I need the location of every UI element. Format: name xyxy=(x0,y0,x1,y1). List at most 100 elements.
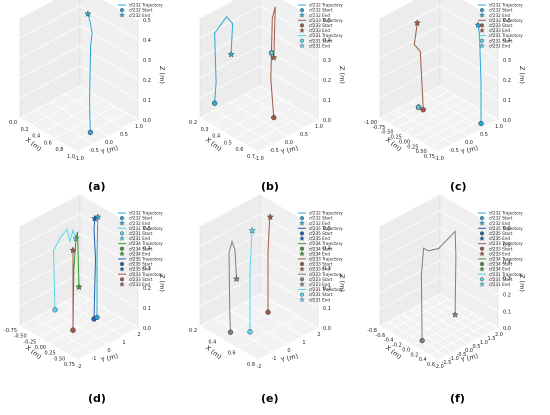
start-marker-cf232 xyxy=(87,129,94,136)
z-axis-label: Z (m) xyxy=(158,274,166,292)
x-tick-label: 0.8 xyxy=(247,362,255,368)
end-marker-cf232 xyxy=(227,50,235,58)
start-marker-cf233 xyxy=(265,309,271,315)
x-tick-label: -0.4 xyxy=(384,338,394,344)
legend-entry: cf232 Trajectory xyxy=(489,3,523,8)
trajectory-cf233 xyxy=(413,22,424,110)
legend-entry: cf233 Start xyxy=(309,262,333,267)
legend-end-swatch xyxy=(479,235,485,241)
end-marker-cf233 xyxy=(69,246,77,254)
legend-entry: cf231 Trajectory xyxy=(489,272,523,277)
y-tick-label: 2 xyxy=(137,332,140,338)
legend-entry: cf231 End xyxy=(309,297,330,302)
legend-start-swatch xyxy=(300,277,305,282)
trajectory-cf233 xyxy=(270,6,276,118)
chart-panel-5: 0.0 0.1 0.2 0.3 0.4 0.5 -2 -1 0 1 2 0.2 0.4 0.6 0.8 X (… xyxy=(189,193,346,370)
x-gridline xyxy=(257,119,319,153)
end-marker-cf232 xyxy=(84,10,92,17)
start-marker-cf233 xyxy=(70,327,76,333)
x-gridline xyxy=(31,92,92,126)
x-gridline xyxy=(58,316,119,350)
x-gridline xyxy=(68,321,129,355)
x-gridline xyxy=(77,119,139,153)
legend-entry: cf223 Trajectory xyxy=(309,272,343,277)
x-gridline xyxy=(379,85,441,119)
z-tick-label: 0.4 xyxy=(503,38,511,44)
legend-end-swatch xyxy=(299,296,305,302)
y-gridline xyxy=(199,325,259,361)
legend-start-swatch xyxy=(480,277,485,282)
x-gridline xyxy=(39,304,100,338)
panel-label-c: (c) xyxy=(450,180,467,193)
x-gridline xyxy=(199,85,261,119)
legend-end-swatch xyxy=(479,251,485,257)
x-tick-label: 0.50 xyxy=(54,356,65,362)
x-tick-label: -0.25 xyxy=(23,339,36,345)
x-gridline xyxy=(54,106,115,139)
x-tick-label: 0.2 xyxy=(21,127,29,133)
legend-start-swatch xyxy=(480,246,485,251)
x-tick-label: 0.7 xyxy=(247,154,255,160)
z-gridline xyxy=(379,260,499,296)
legend-entry: cf232 Start xyxy=(489,216,513,221)
start-marker-cf231 xyxy=(247,329,253,335)
z-axis-label: Z (m) xyxy=(518,274,526,292)
y-tick-label: -0.5 xyxy=(269,148,279,154)
chart-panel-2: 0.00.10.20.30.40.5-1.0-0.50.00.51.00.20.… xyxy=(189,0,346,162)
trajectory-cf223 xyxy=(420,230,457,341)
y-tick-label: -0.5 xyxy=(449,148,459,154)
chart-panel-6: 0.00.10.20.30.40.50.6-2.0-1.5-1.0-0.50.0… xyxy=(367,193,526,370)
end-marker-cf233 xyxy=(266,213,274,221)
legend-entry: cf235 End xyxy=(489,236,510,241)
x-tick-label: -0.25 xyxy=(389,135,402,141)
x-tick-label: 0.3 xyxy=(201,127,209,133)
legend-entry: cf231 Start xyxy=(489,277,513,282)
legend-end-swatch xyxy=(479,12,485,18)
y-gridline xyxy=(387,321,446,357)
z-tick-label: 0.0 xyxy=(503,326,511,332)
z-axis-label: Z (m) xyxy=(338,66,346,84)
legend-entry: cf232 Start xyxy=(309,8,333,13)
legend-end-swatch xyxy=(479,220,485,226)
legend-start-swatch xyxy=(119,216,124,221)
legend-entry: cf223 End xyxy=(309,282,330,287)
trajectory-cf232 xyxy=(214,16,234,104)
y-gridline xyxy=(214,109,274,145)
x-axis-label: X (m) xyxy=(204,344,223,361)
trajectory-cf223 xyxy=(228,239,237,333)
y-tick-label: -2 xyxy=(77,364,82,370)
y-gridline xyxy=(379,117,439,153)
x-tick-label: -0.50 xyxy=(14,334,27,340)
start-marker-cf223 xyxy=(227,329,234,335)
legend-entry: cf232 Trajectory xyxy=(309,211,343,216)
legend-start-swatch xyxy=(480,231,485,236)
x-tick-label: 0.0 xyxy=(402,347,410,353)
z-gridline xyxy=(19,253,139,289)
legend-entry: cf235 Trajectory xyxy=(309,226,343,231)
x-tick-label: -0.6 xyxy=(376,333,386,339)
z-tick-label: 0.5 xyxy=(143,18,151,24)
legend-start-swatch xyxy=(119,277,124,282)
legend-entry: cf233 Trajectory xyxy=(489,241,523,246)
legend-entry: cf234 Start xyxy=(129,246,153,251)
legend-start-swatch xyxy=(300,216,305,221)
z-tick-label: 0.2 xyxy=(323,286,331,292)
z-tick-label: 0.0 xyxy=(503,118,511,124)
legend-end-swatch xyxy=(299,220,305,226)
legend-start-swatch xyxy=(300,292,305,297)
x-tick-label: 0.4 xyxy=(212,134,220,140)
legend-end-swatch xyxy=(119,251,125,257)
x-tick-label: 0.25 xyxy=(407,144,418,150)
legend-end-swatch xyxy=(299,235,305,241)
legend-start-swatch xyxy=(119,262,124,267)
legend-end-swatch xyxy=(479,43,485,49)
x-gridline xyxy=(429,114,490,148)
panel-label-e: (e) xyxy=(261,392,279,405)
y-gridline xyxy=(417,305,476,341)
y-gridline xyxy=(424,301,484,337)
legend-entry: cf231 Trajectory xyxy=(309,33,343,38)
legend-start-swatch xyxy=(300,262,305,267)
legend-entry: cf232 End xyxy=(129,221,150,226)
legend-entry: cf233 Start xyxy=(309,23,333,28)
